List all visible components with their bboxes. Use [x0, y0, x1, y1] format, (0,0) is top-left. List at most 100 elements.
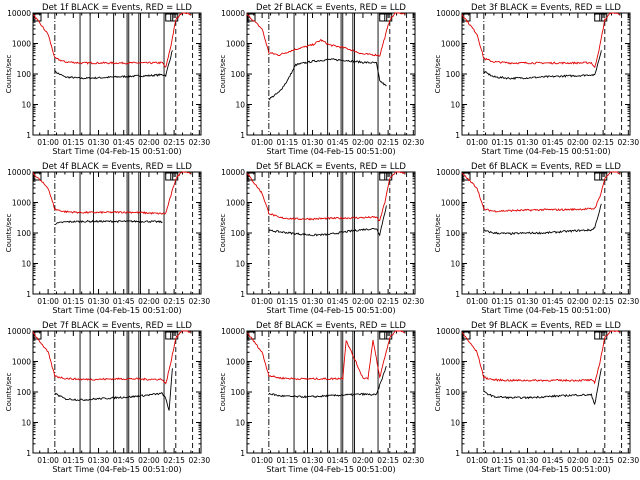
- x-tick-label: 02:15: [377, 138, 399, 147]
- marker-box: [594, 331, 603, 340]
- x-tick-label: 02:15: [592, 456, 614, 465]
- series-events-line: [483, 368, 602, 406]
- x-tick-label: 02:30: [618, 456, 640, 465]
- marker-box: [33, 13, 42, 22]
- x-tick-label: 02:15: [592, 138, 614, 147]
- marker-box: [247, 13, 256, 22]
- y-tick-label: 1000: [441, 199, 460, 208]
- x-tick-label: 02:30: [403, 297, 425, 306]
- y-tick-label: 1000: [12, 358, 31, 367]
- y-axis-label: Counts/sec: [5, 55, 13, 94]
- chart-panel-1: Det 1f BLACK = Events, RED = LLD 1 10 100 10…: [5, 3, 210, 156]
- x-axis-label: Start Time (04-Feb-15 00:51:00): [266, 465, 395, 474]
- y-axis-label: Counts/sec: [219, 55, 227, 94]
- y-axis-label: Counts/sec: [219, 214, 227, 253]
- x-tick-label: 01:45: [327, 138, 349, 147]
- y-tick-label: 10: [21, 101, 31, 110]
- x-tick-label: 02:30: [618, 138, 640, 147]
- x-tick-label: 01:00: [37, 138, 59, 147]
- x-tick-label: 01:00: [466, 456, 488, 465]
- y-tick-label: 1: [26, 131, 31, 140]
- y-tick-label: 1000: [441, 40, 460, 49]
- x-tick-label: 01:15: [492, 456, 514, 465]
- y-tick-label: 100: [231, 388, 246, 397]
- marker-box: [165, 172, 174, 181]
- y-tick-label: 10: [235, 260, 245, 269]
- x-tick-label: 02:00: [567, 138, 589, 147]
- x-tick-label: 02:00: [352, 138, 374, 147]
- y-tick-label: 1: [240, 131, 245, 140]
- chart-panel-3: Det 3f BLACK = Events, RED = LLD 1 10 100 10…: [434, 3, 639, 156]
- x-tick-label: 01:45: [327, 297, 349, 306]
- x-tick-label: 01:30: [302, 456, 324, 465]
- series-events-line: [54, 368, 173, 411]
- y-tick-label: 1000: [226, 199, 245, 208]
- y-tick-label: 10000: [7, 327, 31, 336]
- marker-box: [462, 172, 471, 181]
- x-tick-label: 02:30: [189, 297, 211, 306]
- chart-panel-4: Det 4f BLACK = Events, RED = LLD 1 10 100 10…: [5, 162, 210, 315]
- series-lld-line: [32, 330, 192, 385]
- x-tick-label: 01:15: [277, 138, 299, 147]
- y-tick-label: 100: [231, 70, 246, 79]
- x-tick-label: 01:30: [517, 456, 539, 465]
- marker-box: [247, 331, 256, 340]
- x-tick-label: 01:45: [113, 456, 135, 465]
- chart-panel-6: Det 6f BLACK = Events, RED = LLD 1 10 100 10…: [434, 162, 639, 315]
- y-tick-label: 10000: [7, 9, 31, 18]
- y-tick-label: 100: [17, 229, 32, 238]
- chart-title: Det 4f BLACK = Events, RED = LLD: [42, 162, 192, 172]
- x-axis-label: Start Time (04-Feb-15 00:51:00): [52, 465, 181, 474]
- x-tick-label: 01:00: [466, 297, 488, 306]
- y-tick-label: 1000: [12, 40, 31, 49]
- x-tick-label: 02:00: [138, 297, 160, 306]
- x-tick-label: 01:45: [113, 297, 135, 306]
- y-tick-label: 100: [446, 229, 461, 238]
- series-lld-line: [32, 12, 192, 68]
- marker-box: [379, 172, 388, 181]
- x-tick-label: 02:30: [189, 456, 211, 465]
- series-lld-line: [461, 330, 621, 385]
- y-tick-label: 1: [26, 290, 31, 299]
- x-tick-label: 02:00: [567, 297, 589, 306]
- x-tick-label: 02:00: [138, 138, 160, 147]
- series-lld-line: [461, 12, 621, 69]
- chart-title: Det 2f BLACK = Events, RED = LLD: [256, 3, 406, 13]
- x-tick-label: 01:45: [542, 297, 564, 306]
- y-tick-label: 1: [26, 449, 31, 458]
- series-lld-line: [246, 12, 406, 57]
- x-tick-label: 01:15: [492, 138, 514, 147]
- y-tick-label: 10000: [221, 9, 245, 18]
- y-axis-label: Counts/sec: [434, 214, 442, 253]
- chart-title: Det 9f BLACK = Events, RED = LLD: [471, 321, 621, 331]
- y-tick-label: 100: [17, 70, 32, 79]
- x-tick-label: 02:30: [618, 297, 640, 306]
- y-tick-label: 1: [240, 449, 245, 458]
- series-events-line: [483, 50, 602, 81]
- x-tick-label: 01:15: [277, 297, 299, 306]
- chart-title: Det 5f BLACK = Events, RED = LLD: [256, 162, 406, 172]
- series-lld-line: [247, 171, 406, 221]
- x-axis-label: Start Time (04-Feb-15 00:51:00): [52, 306, 181, 315]
- series-lld-line: [246, 330, 405, 381]
- x-tick-label: 01:30: [517, 138, 539, 147]
- y-tick-label: 1000: [226, 358, 245, 367]
- series-events-line: [483, 203, 602, 235]
- y-tick-label: 1: [455, 131, 460, 140]
- x-tick-label: 01:30: [88, 138, 110, 147]
- chart-panel-9: Det 9f BLACK = Events, RED = LLD 1 10 100 10…: [434, 321, 639, 474]
- y-tick-label: 1000: [12, 199, 31, 208]
- y-axis-label: Counts/sec: [5, 214, 13, 253]
- y-tick-label: 10000: [221, 168, 245, 177]
- series-lld-line: [461, 171, 621, 213]
- y-tick-label: 1: [240, 290, 245, 299]
- chart-panel-5: Det 5f BLACK = Events, RED = LLD 1 10 100 10…: [219, 162, 424, 315]
- x-tick-label: 01:30: [302, 297, 324, 306]
- y-axis-label: Counts/sec: [219, 373, 227, 412]
- x-tick-label: 02:30: [403, 456, 425, 465]
- y-tick-label: 10000: [221, 327, 245, 336]
- y-tick-label: 1000: [441, 358, 460, 367]
- chart-title: Det 8f BLACK = Events, RED = LLD: [256, 321, 406, 331]
- y-tick-label: 10000: [436, 168, 460, 177]
- y-tick-label: 10: [450, 101, 460, 110]
